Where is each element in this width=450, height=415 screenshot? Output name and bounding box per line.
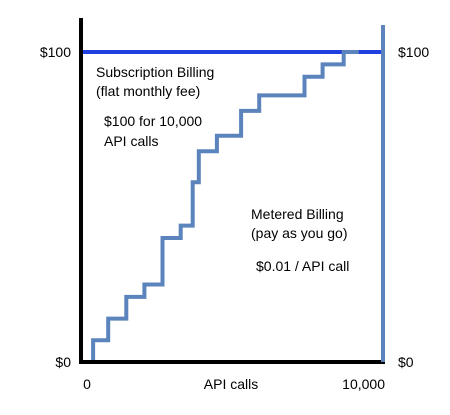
series-layer [81, 50, 383, 364]
y-tick-right-label: $0 [398, 354, 414, 370]
annotation-subscription-sub: (flat monthly fee) [96, 83, 200, 99]
tick-labels: $0 $100 $0 $100 0 10,000 [40, 44, 430, 392]
annotation-subscription-price-line1: $100 for 10,000 [104, 113, 202, 129]
y-tick-left-label: $0 [55, 354, 71, 370]
annotation-metered-sub: (pay as you go) [251, 225, 348, 241]
y-tick-left-label: $100 [40, 44, 71, 60]
annotation-metered-title: Metered Billing [251, 206, 344, 222]
x-tick-label: 0 [83, 376, 91, 392]
axis-layer [79, 18, 385, 364]
x-tick-label: 10,000 [342, 376, 385, 392]
annotation-metered-price: $0.01 / API call [256, 258, 349, 274]
annotations: Subscription Billing (flat monthly fee) … [96, 64, 349, 274]
y-tick-right-label: $100 [398, 44, 429, 60]
annotation-subscription-title: Subscription Billing [96, 64, 214, 80]
metered-billing-step-line [87, 50, 359, 364]
x-axis-label: API calls [204, 376, 258, 392]
annotation-subscription-price-line2: API calls [104, 133, 158, 149]
